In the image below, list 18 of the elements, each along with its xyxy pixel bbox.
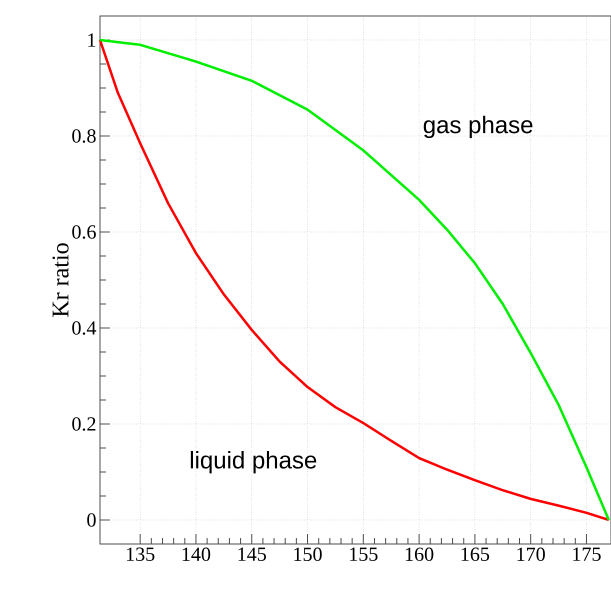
annotation: liquid phase [190, 450, 316, 474]
y-tick-label: 0.4 [72, 321, 96, 335]
x-tick-label: 165 [462, 548, 490, 561]
x-tick-label: 155 [350, 548, 378, 561]
x-tick-label: 135 [126, 548, 154, 561]
x-tick-label: 140 [182, 548, 210, 562]
x-tick-label: 145 [238, 548, 266, 561]
x-tick-label: 175 [573, 548, 601, 561]
y-tick-label: 0.8 [72, 129, 96, 143]
y-axis-title: Kr ratio [52, 243, 69, 317]
y-tick-label: 1 [88, 33, 96, 47]
annotation: gas phase [424, 116, 532, 138]
x-tick-label: 150 [294, 548, 322, 562]
y-tick-label: 0.6 [72, 225, 96, 239]
y-tick-label: 0.2 [72, 417, 96, 431]
x-tick-label: 170 [517, 548, 545, 562]
x-tick-label: 160 [406, 548, 434, 562]
y-tick-label: 0 [87, 513, 96, 527]
